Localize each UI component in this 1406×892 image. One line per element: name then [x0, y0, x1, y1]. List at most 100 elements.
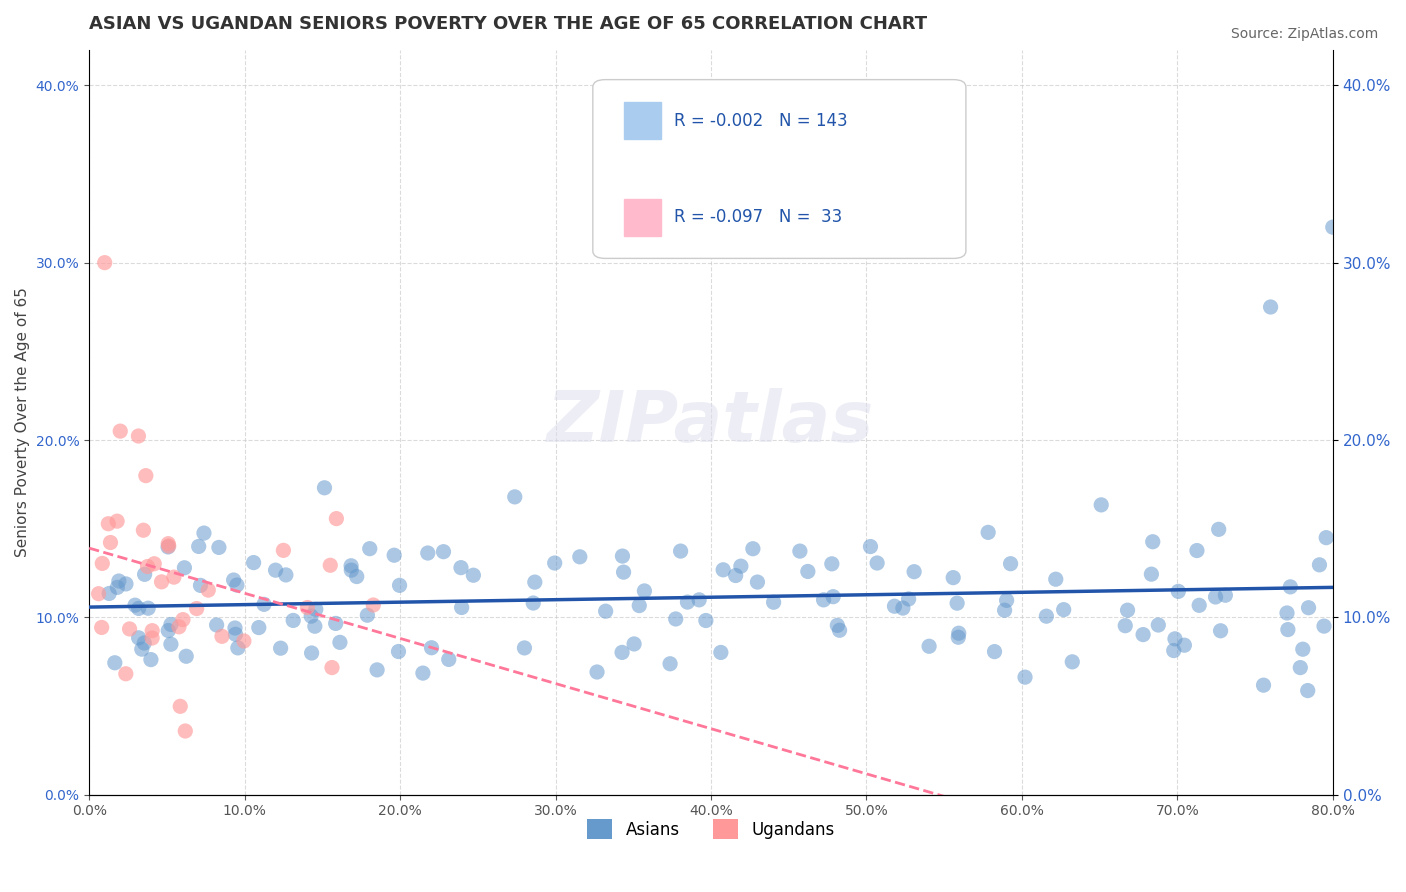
Asians — [897, 591, 920, 606]
Asians — [329, 635, 352, 649]
Asians — [883, 599, 905, 614]
Asians — [131, 642, 153, 657]
Asians — [299, 609, 322, 624]
Asians — [1208, 522, 1230, 536]
Ugandans — [90, 620, 112, 634]
Asians — [866, 556, 889, 570]
Asians — [420, 640, 443, 655]
Asians — [226, 640, 249, 655]
Ugandans — [132, 523, 155, 537]
Asians — [823, 590, 845, 604]
Ugandans — [174, 724, 197, 739]
Asians — [1062, 655, 1084, 669]
Asians — [1322, 220, 1344, 235]
Ugandans — [232, 634, 254, 648]
Asians — [1164, 632, 1187, 646]
Ugandans — [91, 557, 114, 571]
Ugandans — [157, 539, 180, 553]
Asians — [522, 596, 544, 610]
Asians — [946, 596, 969, 610]
Asians — [688, 592, 710, 607]
Text: R = -0.002   N = 143: R = -0.002 N = 143 — [673, 112, 848, 129]
Asians — [623, 637, 645, 651]
Y-axis label: Seniors Poverty Over the Age of 65: Seniors Poverty Over the Age of 65 — [15, 287, 30, 558]
Text: ZIPatlas: ZIPatlas — [547, 388, 875, 457]
Asians — [193, 526, 215, 541]
Asians — [387, 644, 409, 658]
Asians — [1142, 534, 1164, 549]
Asians — [359, 541, 381, 556]
Asians — [1298, 600, 1320, 615]
Asians — [128, 601, 150, 615]
Asians — [1279, 580, 1302, 594]
Asians — [340, 563, 363, 577]
Asians — [610, 645, 633, 659]
Asians — [1053, 602, 1076, 616]
Asians — [450, 560, 472, 574]
Bar — [624, 199, 661, 236]
Asians — [595, 604, 617, 618]
Ugandans — [186, 601, 208, 615]
Ugandans — [319, 558, 342, 573]
Ugandans — [169, 699, 191, 714]
Ugandans — [105, 514, 128, 528]
Asians — [412, 666, 434, 681]
Asians — [1292, 642, 1315, 657]
Asians — [1014, 670, 1036, 684]
Asians — [918, 640, 941, 654]
Legend: Asians, Ugandans: Asians, Ugandans — [581, 813, 841, 846]
Asians — [136, 601, 159, 615]
Ugandans — [211, 629, 233, 643]
Asians — [205, 618, 228, 632]
Asians — [983, 645, 1005, 659]
Asians — [903, 565, 925, 579]
Asians — [948, 630, 970, 644]
FancyBboxPatch shape — [593, 79, 966, 259]
Asians — [730, 559, 752, 574]
Text: ASIAN VS UGANDAN SENIORS POVERTY OVER THE AGE OF 65 CORRELATION CHART: ASIAN VS UGANDAN SENIORS POVERTY OVER TH… — [89, 15, 928, 33]
Asians — [710, 645, 733, 659]
Asians — [741, 541, 763, 556]
Ugandans — [297, 600, 319, 615]
Asians — [633, 583, 655, 598]
Ugandans — [143, 557, 166, 571]
Asians — [797, 565, 820, 579]
Asians — [314, 481, 336, 495]
Asians — [366, 663, 388, 677]
Ugandans — [135, 468, 157, 483]
Asians — [98, 586, 121, 600]
Asians — [187, 540, 209, 554]
Asians — [160, 617, 183, 632]
Asians — [463, 568, 485, 582]
Asians — [139, 652, 162, 666]
Asians — [304, 619, 326, 633]
Asians — [1296, 683, 1319, 698]
Asians — [1277, 623, 1299, 637]
Ugandans — [321, 660, 343, 674]
Asians — [160, 637, 183, 651]
Ugandans — [87, 587, 110, 601]
Asians — [891, 601, 914, 615]
Asians — [1132, 627, 1154, 641]
Asians — [821, 557, 844, 571]
Asians — [253, 598, 276, 612]
Asians — [388, 578, 411, 592]
Asians — [247, 621, 270, 635]
Asians — [108, 574, 131, 588]
Asians — [828, 624, 851, 638]
Asians — [416, 546, 439, 560]
Ugandans — [157, 536, 180, 550]
Asians — [523, 575, 546, 590]
Asians — [340, 558, 363, 573]
Ugandans — [136, 559, 159, 574]
Asians — [613, 565, 636, 579]
Ugandans — [167, 620, 190, 634]
Asians — [134, 567, 156, 582]
Asians — [513, 640, 536, 655]
Asians — [747, 575, 769, 590]
Asians — [695, 614, 717, 628]
Asians — [346, 569, 368, 583]
Asians — [994, 603, 1017, 617]
Asians — [995, 593, 1018, 607]
Asians — [942, 571, 965, 585]
